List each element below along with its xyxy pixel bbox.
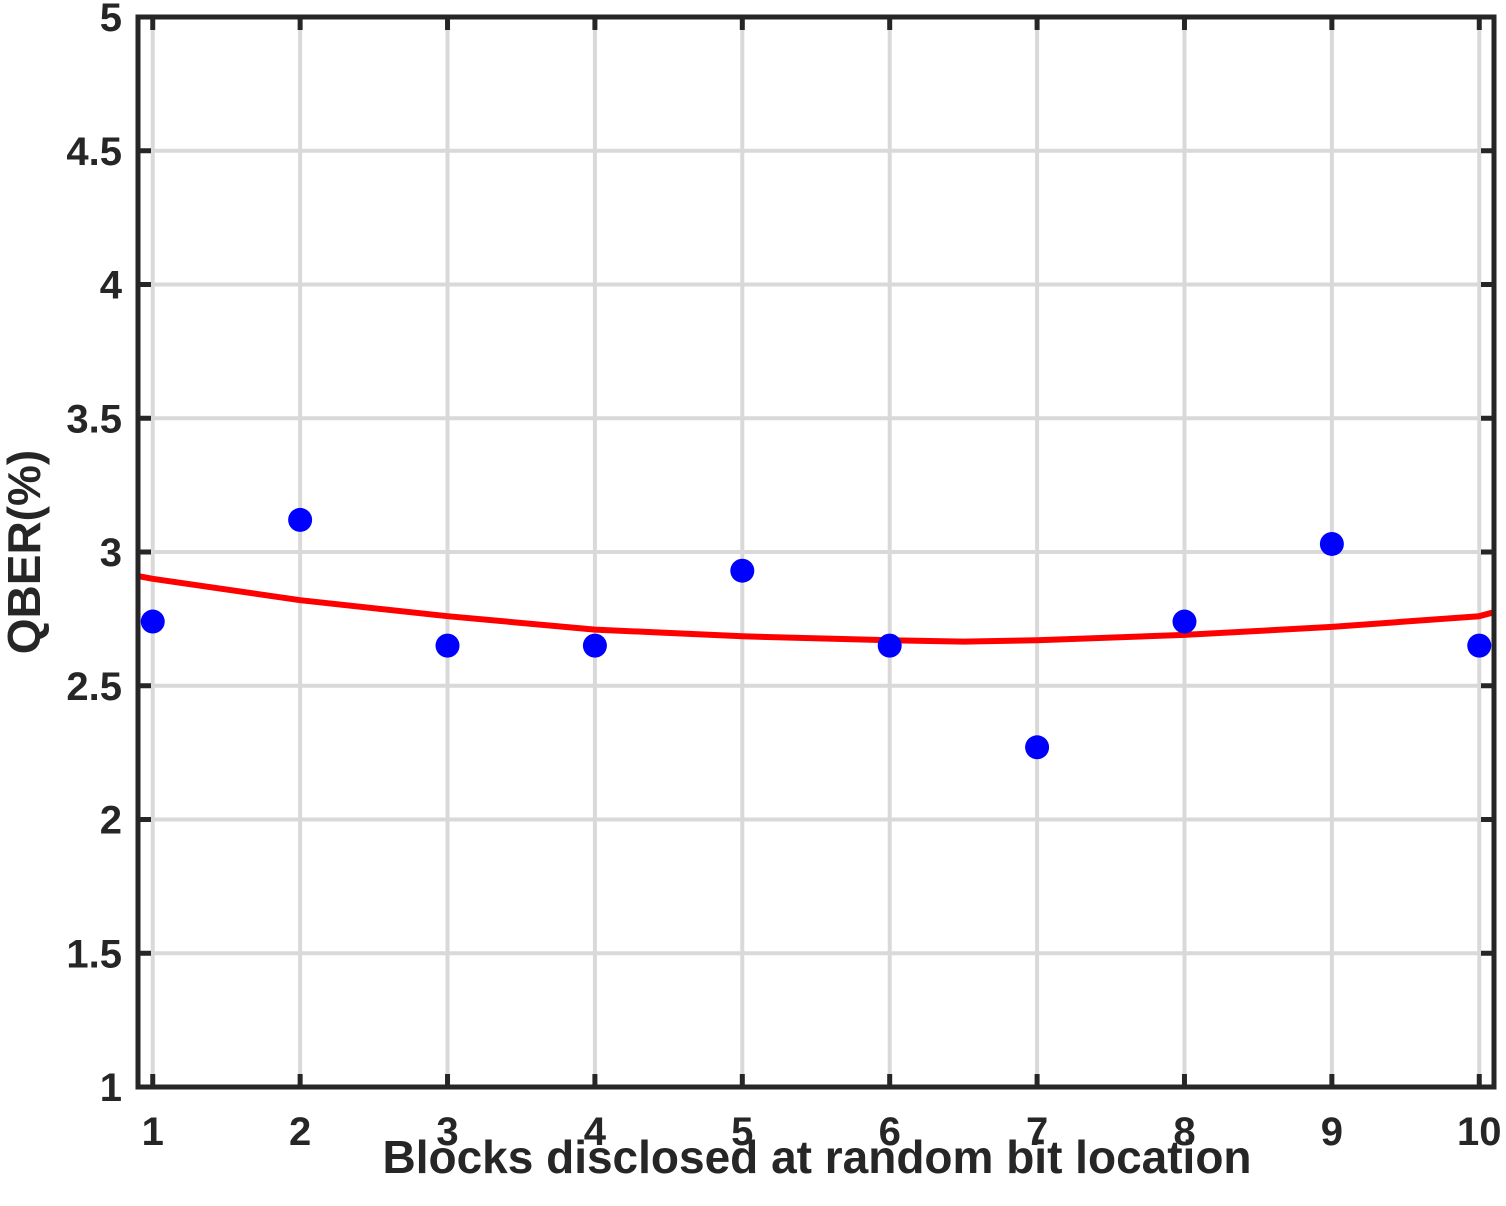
data-point	[582, 633, 607, 658]
x-tick-label: 5	[731, 1110, 753, 1154]
x-tick-label: 9	[1321, 1110, 1343, 1154]
data-point	[1467, 633, 1492, 658]
data-point	[730, 558, 755, 583]
fit-curve	[137, 573, 1495, 645]
x-axis-label: Blocks disclosed at random bit location	[382, 1131, 1251, 1183]
x-tick-labels: 1 2 3 4 5 6 7 8 9 10	[142, 1110, 1502, 1154]
y-tick-label: 3	[100, 531, 122, 575]
data-point	[1319, 531, 1344, 556]
data-points	[140, 507, 1492, 760]
data-point	[288, 507, 313, 532]
x-tick-label: 4	[584, 1110, 607, 1154]
y-tick-label: 2.5	[66, 665, 122, 709]
y-tick-labels: 1 1.5 2 2.5 3 3.5 4 4.5 5	[66, 0, 122, 1110]
y-axis-label: QBER(%)	[0, 450, 50, 654]
y-tick-label: 1.5	[66, 932, 122, 976]
x-tick-label: 10	[1457, 1110, 1502, 1154]
fit-curve-layer	[137, 573, 1495, 645]
y-tick-label: 3.5	[66, 397, 122, 441]
data-point	[1025, 735, 1050, 760]
data-point	[435, 633, 460, 658]
x-tick-label: 1	[142, 1110, 164, 1154]
x-tick-label: 3	[436, 1110, 458, 1154]
x-tick-label: 7	[1026, 1110, 1048, 1154]
x-tick-label: 2	[289, 1110, 311, 1154]
tick-marks	[138, 14, 1494, 1090]
data-point	[877, 633, 902, 658]
y-tick-label: 5	[100, 0, 122, 40]
x-tick-label: 8	[1173, 1110, 1195, 1154]
data-point	[140, 609, 165, 634]
data-point	[1172, 609, 1197, 634]
y-tick-label: 4.5	[66, 130, 122, 174]
x-tick-label: 6	[879, 1110, 901, 1154]
grid-lines	[138, 15, 1494, 1089]
y-tick-label: 1	[100, 1066, 122, 1110]
y-tick-label: 4	[100, 264, 123, 308]
y-tick-label: 2	[100, 799, 122, 843]
